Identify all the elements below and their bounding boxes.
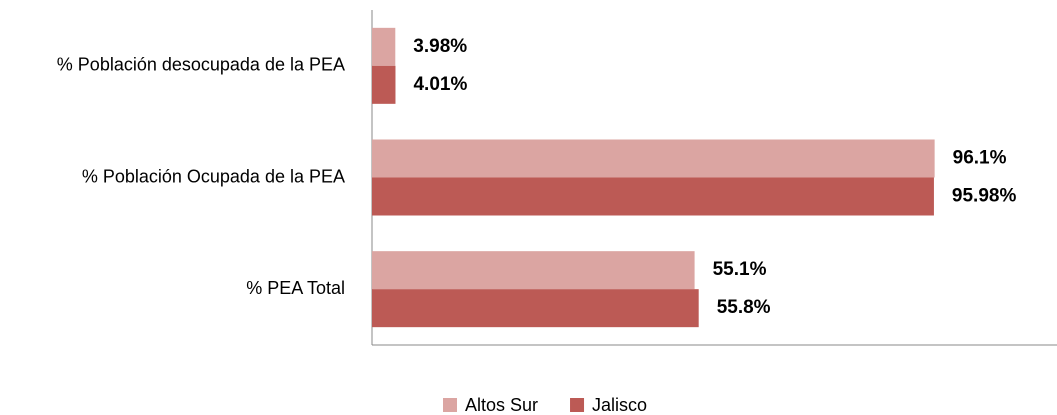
y-tick-label: % Población desocupada de la PEA bbox=[57, 55, 345, 75]
legend-swatch bbox=[570, 398, 585, 412]
bar bbox=[372, 289, 699, 328]
bar bbox=[372, 65, 396, 104]
legend-label: Jalisco bbox=[592, 395, 647, 415]
bar bbox=[372, 177, 934, 216]
y-tick-label: % Población Ocupada de la PEA bbox=[82, 166, 345, 186]
legend-label: Altos Sur bbox=[465, 395, 538, 415]
data-label: 55.8% bbox=[717, 297, 771, 318]
data-label: 3.98% bbox=[413, 36, 467, 57]
data-label: 96.1% bbox=[953, 148, 1007, 169]
y-tick-label: % PEA Total bbox=[246, 278, 345, 298]
data-label: 4.01% bbox=[413, 74, 467, 95]
bar bbox=[372, 27, 396, 66]
data-label: 95.98% bbox=[952, 186, 1017, 207]
bar bbox=[372, 139, 935, 178]
data-label: 55.1% bbox=[713, 259, 767, 280]
legend-swatch bbox=[443, 398, 457, 412]
bar bbox=[372, 251, 695, 290]
